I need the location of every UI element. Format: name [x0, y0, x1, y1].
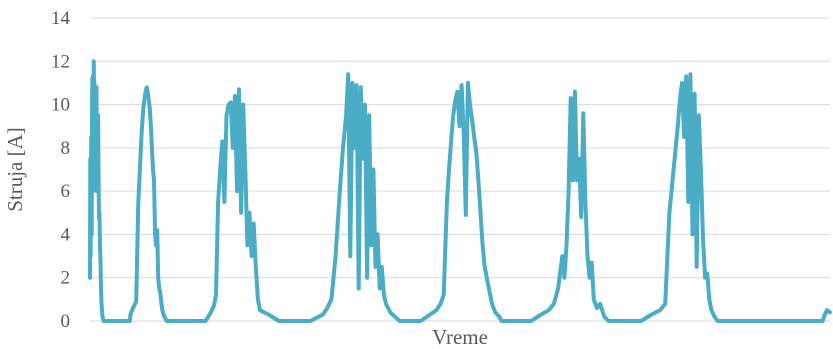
y-tick-label: 2	[61, 268, 71, 289]
gridlines	[90, 17, 830, 322]
series-line-current	[88, 59, 832, 323]
x-axis-title: Vreme	[432, 325, 488, 349]
y-tick-label: 14	[51, 8, 71, 29]
y-tick-label: 6	[61, 181, 71, 202]
y-tick-label: 0	[61, 311, 71, 332]
y-tick-label: 12	[51, 51, 70, 72]
y-tick-labels: 0 2 4 6 8 10 12 14	[51, 8, 71, 332]
y-tick-label: 10	[51, 95, 70, 116]
y-tick-label: 8	[61, 138, 71, 159]
series-layer	[88, 59, 832, 323]
y-tick-label: 4	[61, 224, 71, 245]
y-axis-title: Struja [A]	[3, 127, 27, 212]
